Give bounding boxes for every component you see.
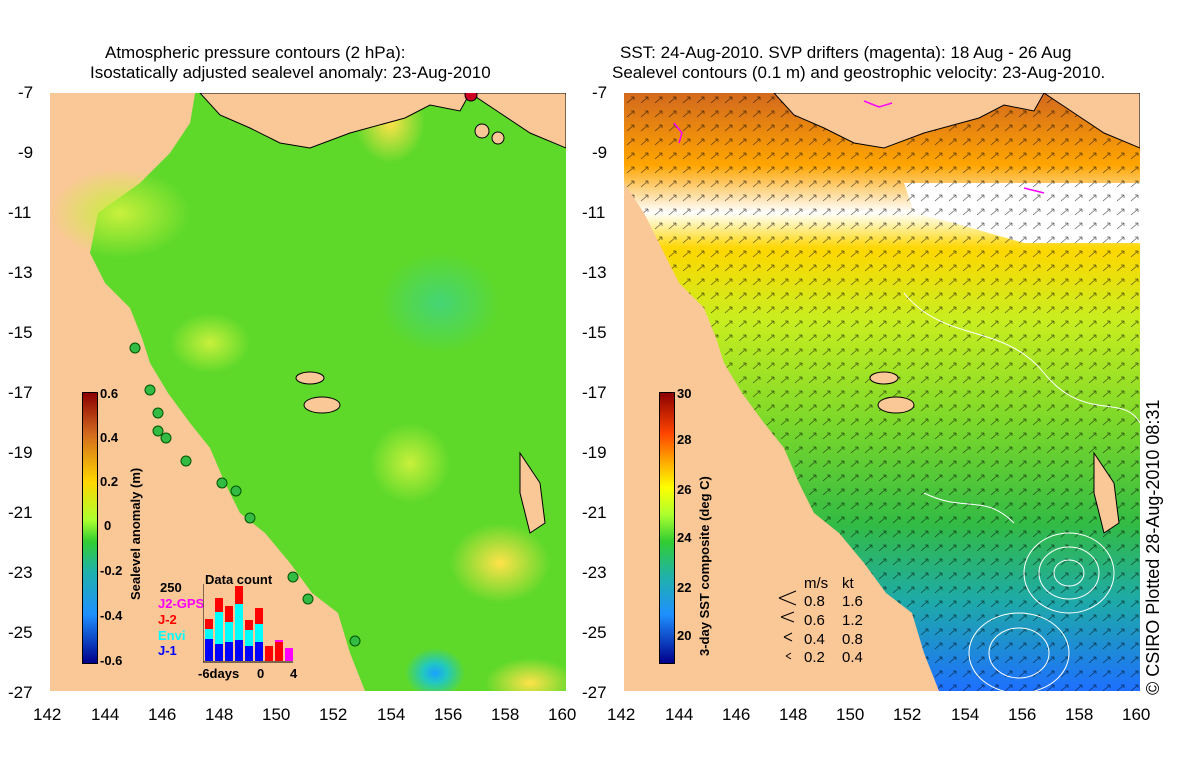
left-title-line2: Isostatically adjusted sealevel anomaly:…	[90, 63, 491, 82]
velocity-ms: 0.8	[804, 593, 825, 610]
x-tick-left: 150	[262, 705, 291, 724]
legend-j2gps: J2-GPS	[158, 596, 205, 611]
velocity-ms: 0.2	[804, 649, 825, 666]
cbar-left-tick: 0	[104, 518, 112, 533]
data-count-title: Data count	[205, 572, 273, 587]
cbar-left-tick: -0.2	[100, 563, 123, 578]
legend-j2: J-2	[158, 612, 177, 627]
velocity-legend-arrows	[778, 590, 797, 660]
sst-colorbar	[659, 392, 675, 664]
velocity-kt: 0.4	[842, 649, 863, 666]
histogram-xlabel-right: 4	[290, 666, 298, 681]
x-tick-left: 154	[377, 705, 406, 724]
y-tick-left: -11	[8, 203, 32, 222]
sealevel-colorbar-label: Sealevel anomaly (m)	[128, 467, 143, 600]
cbar-right-tick: 20	[677, 628, 692, 643]
cbar-right-tick: 22	[677, 580, 692, 595]
y-tick-right: -25	[582, 623, 607, 642]
cbar-left-tick: -0.6	[100, 653, 123, 668]
velocity-header-kt: kt	[842, 575, 854, 592]
x-tick-left: 144	[91, 705, 120, 724]
x-tick-right: 154	[951, 705, 980, 724]
y-tick-right: -23	[582, 563, 607, 582]
sst-map	[624, 93, 1140, 691]
tide-gauges	[129, 342, 361, 647]
legend-j1: J-1	[158, 643, 177, 658]
x-tick-right: 148	[779, 705, 808, 724]
y-tick-left: -13	[8, 263, 33, 282]
velocity-header-ms: m/s	[804, 575, 829, 592]
y-tick-right: -17	[582, 383, 607, 402]
y-tick-right: -9	[592, 143, 608, 162]
y-tick-right: -21	[582, 503, 607, 522]
y-tick-left: -25	[8, 623, 33, 642]
y-tick-left: -21	[8, 503, 33, 522]
y-tick-left: -15	[8, 323, 33, 342]
sst-colorbar-label: 3-day SST composite (deg C)	[697, 476, 712, 656]
sealevel-colorbar	[82, 392, 98, 664]
svp-drifters	[673, 100, 1045, 194]
x-tick-right: 150	[836, 705, 865, 724]
sst-map-svg	[624, 93, 1140, 691]
y-tick-right: -15	[582, 323, 607, 342]
y-tick-right: -7	[592, 83, 608, 102]
y-tick-right: -11	[582, 203, 606, 222]
sealevel-anomaly-map	[50, 93, 566, 691]
data-count-max: 250	[160, 580, 182, 595]
right-title-line1: SST: 24-Aug-2010. SVP drifters (magenta)…	[620, 43, 1072, 62]
left-title-line1: Atmospheric pressure contours (2 hPa):	[105, 43, 406, 62]
y-tick-left: -19	[8, 443, 33, 462]
csiro-credit: © CSIRO Plotted 28-Aug-2010 08:31	[1143, 399, 1163, 695]
new-caledonia	[519, 451, 546, 534]
x-tick-left: 142	[33, 705, 62, 724]
histogram-xlabel-mid: 0	[257, 666, 265, 681]
cbar-left-tick: 0.2	[100, 474, 119, 489]
x-tick-right: 156	[1008, 705, 1037, 724]
velocity-kt: 1.6	[842, 593, 863, 610]
velocity-kt: 0.8	[842, 631, 863, 648]
x-tick-right: 146	[722, 705, 751, 724]
y-tick-left: -27	[8, 683, 33, 702]
cbar-left-tick: 0.6	[100, 386, 119, 401]
x-tick-left: 160	[548, 705, 577, 724]
sealevel-contours	[903, 292, 1140, 691]
x-tick-right: 160	[1122, 705, 1151, 724]
cbar-right-tick: 26	[677, 482, 692, 497]
cbar-right-tick: 24	[677, 530, 692, 545]
legend-envi: Envi	[158, 628, 186, 643]
y-tick-left: -9	[18, 143, 34, 162]
y-tick-right: -19	[582, 443, 607, 462]
y-tick-left: -17	[8, 383, 33, 402]
x-tick-left: 146	[148, 705, 177, 724]
histogram-xlabel-left: -6days	[198, 666, 240, 681]
y-tick-left: -7	[18, 83, 34, 102]
x-tick-right: 158	[1065, 705, 1094, 724]
sea-anomaly-field	[90, 93, 566, 691]
velocity-kt: 1.2	[842, 612, 863, 629]
new-guinea-coast	[199, 93, 471, 149]
sealevel-map-svg	[50, 93, 566, 691]
x-tick-left: 156	[434, 705, 463, 724]
geostrophic-velocity-vectors	[624, 93, 1140, 691]
y-tick-left: -23	[8, 563, 33, 582]
data-count-histogram	[203, 584, 293, 663]
cbar-right-tick: 30	[677, 386, 692, 401]
cbar-left-tick: 0.4	[100, 430, 119, 445]
x-tick-right: 142	[607, 705, 636, 724]
x-tick-left: 152	[319, 705, 348, 724]
x-tick-right: 152	[893, 705, 922, 724]
y-tick-right: -13	[582, 263, 607, 282]
y-tick-right: -27	[582, 683, 607, 702]
x-tick-right: 144	[665, 705, 694, 724]
x-tick-left: 158	[491, 705, 520, 724]
velocity-ms: 0.4	[804, 631, 825, 648]
right-title-line2: Sealevel contours (0.1 m) and geostrophi…	[612, 63, 1106, 82]
x-tick-left: 148	[205, 705, 234, 724]
cbar-right-tick: 28	[677, 432, 692, 447]
cbar-left-tick: -0.4	[100, 608, 123, 623]
velocity-ms: 0.6	[804, 612, 825, 629]
